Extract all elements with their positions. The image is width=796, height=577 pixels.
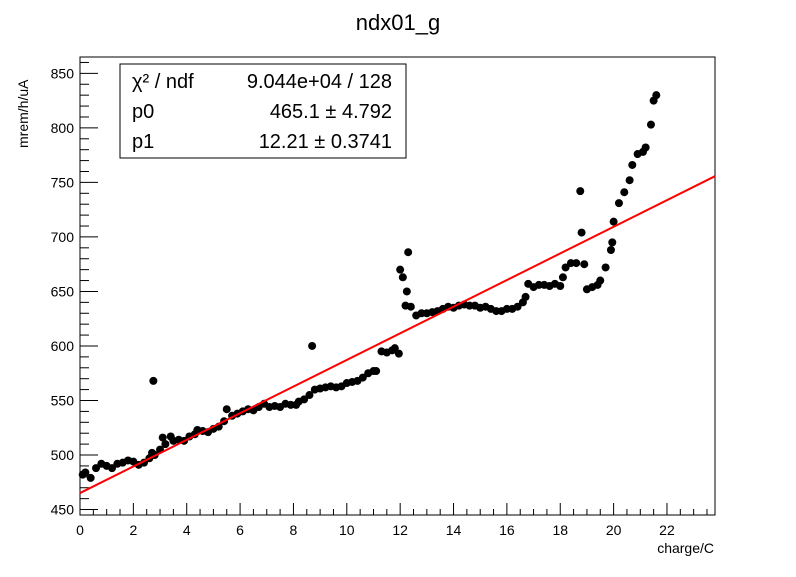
data-point: [641, 143, 650, 152]
x-tick-label: 12: [392, 522, 408, 538]
data-point: [396, 265, 405, 274]
data-point: [513, 302, 522, 311]
stats-label-chi2: χ² / ndf: [132, 71, 194, 93]
data-point: [305, 391, 314, 400]
data-point: [404, 248, 413, 257]
x-axis-label: charge/C: [657, 540, 714, 556]
data-point: [81, 468, 90, 477]
data-point: [580, 260, 589, 269]
data-point: [576, 187, 585, 196]
y-axis: 450 500 550 600 650 700 750 800 850: [51, 61, 98, 518]
data-point: [372, 367, 381, 376]
y-tick-label: 850: [51, 65, 75, 81]
data-point: [646, 120, 655, 129]
stats-label-p1: p1: [132, 131, 154, 153]
data-point: [300, 395, 309, 404]
y-tick-label: 700: [51, 229, 75, 245]
y-tick-label: 600: [51, 338, 75, 354]
data-point: [158, 433, 167, 442]
y-tick-label: 550: [51, 393, 75, 409]
stats-value-p1: 12.21 ± 0.3741: [259, 131, 392, 153]
data-point: [577, 228, 586, 237]
stats-box-frame: [119, 63, 407, 159]
data-point: [625, 176, 634, 185]
y-tick-label: 650: [51, 283, 75, 299]
data-point: [398, 273, 407, 282]
chart-title: ndx01_g: [356, 10, 440, 35]
data-point: [92, 464, 101, 473]
stats-value-p0: 465.1 ± 4.792: [270, 101, 392, 123]
fit-line: [79, 175, 716, 494]
x-tick-label: 14: [446, 522, 462, 538]
fit-stats-box: χ² / ndf 9.044e+04 / 128 p0 465.1 ± 4.79…: [119, 63, 407, 159]
y-tick-label: 800: [51, 120, 75, 136]
x-tick-label: 10: [339, 522, 355, 538]
data-point: [86, 473, 95, 482]
y-tick-label: 450: [51, 502, 75, 518]
stats-label-p0: p0: [132, 101, 154, 123]
data-point: [402, 287, 411, 296]
y-axis-label: mrem/h/uA: [15, 79, 31, 148]
data-point: [596, 276, 605, 285]
x-tick-label: 20: [606, 522, 622, 538]
x-tick-label: 4: [183, 522, 191, 538]
x-tick-label: 6: [236, 522, 244, 538]
x-axis: 0 2 4 6 8 10 12 14 16 18 20 22: [76, 503, 708, 538]
data-point: [561, 263, 570, 272]
data-point: [558, 273, 567, 282]
y-tick-label: 500: [51, 447, 75, 463]
data-point: [521, 292, 530, 301]
data-point: [628, 160, 637, 169]
data-point: [609, 217, 618, 226]
data-point: [652, 91, 661, 100]
data-point: [358, 373, 367, 382]
data-point: [161, 440, 170, 449]
data-point: [606, 246, 615, 255]
data-point: [406, 302, 415, 311]
y-tick-label: 750: [51, 174, 75, 190]
data-point: [608, 238, 617, 247]
data-point: [308, 341, 317, 350]
data-point: [601, 263, 610, 272]
data-point: [556, 282, 565, 290]
x-tick-label: 18: [552, 522, 568, 538]
data-point: [108, 464, 117, 473]
x-tick-label: 2: [129, 522, 137, 538]
plot-frame: [79, 56, 716, 516]
data-point: [614, 199, 623, 208]
data-point: [149, 376, 158, 385]
x-tick-label: 22: [659, 522, 675, 538]
data-point: [394, 349, 403, 358]
x-tick-label: 16: [499, 522, 515, 538]
data-point: [222, 405, 231, 414]
data-point: [572, 259, 581, 268]
stats-value-chi2: 9.044e+04 / 128: [247, 71, 392, 93]
x-tick-label: 0: [76, 522, 84, 538]
data-point: [620, 188, 629, 197]
x-tick-label: 8: [290, 522, 298, 538]
